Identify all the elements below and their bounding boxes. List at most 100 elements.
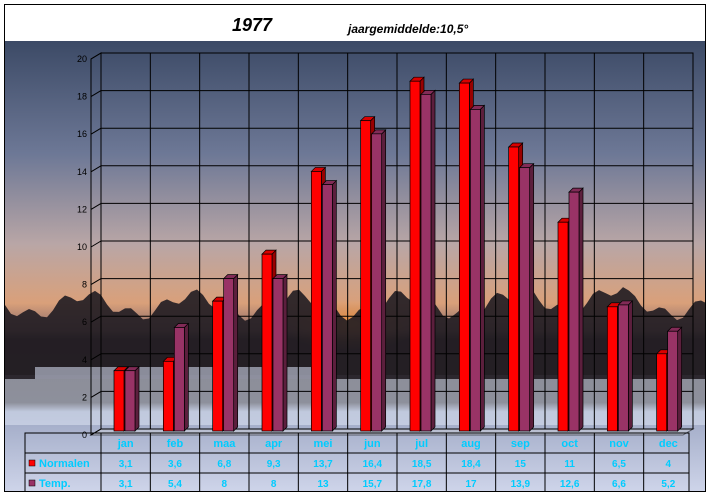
data-label: 13 [317,479,329,490]
gridline-wall [90,127,102,135]
bar-side [233,273,239,432]
bar-front [261,253,273,432]
y-tick-label: 10 [77,242,87,252]
data-label: 13,9 [511,479,531,490]
gridline-wall [90,390,102,398]
data-label: 3,6 [168,459,182,470]
data-label: 6,8 [217,459,231,470]
bar-front [617,304,629,432]
chart-svg: 0 2 4 6 8 10 12 14 16 18 20 jan feb maa apr mei jun jul a… [5,41,705,491]
data-label: 5,4 [168,479,182,490]
snow-field [5,379,705,425]
bar-front [420,94,432,432]
gridline-wall [90,240,102,248]
bar-temp-sep [518,162,535,432]
bar-front [223,278,235,432]
x-tick-label-mei: mei [314,438,333,450]
bar-side [282,273,288,432]
bar-front [469,109,481,432]
data-label: 17,8 [412,479,432,490]
gridline-wall [90,165,102,173]
bar-side [627,300,633,432]
bar-side [134,365,140,432]
y-tick-label: 18 [77,92,87,102]
bar-side [529,162,535,432]
x-tick-label-maa: maa [213,438,236,450]
bar-side [381,128,387,432]
bar-front [173,327,185,432]
legend-swatch-1 [28,479,36,487]
data-label: 8 [222,479,228,490]
data-label: 17 [465,479,477,490]
bar-temp-jan [124,365,140,432]
gridline-wall [90,90,102,98]
bar-temp-mei [321,179,338,432]
bar-front [321,184,333,432]
x-tick-label-apr: apr [265,438,283,450]
bar-side [430,89,436,432]
gridline-wall [90,315,102,323]
chart-subtitle: jaargemiddelde:10,5° [348,22,469,36]
data-label: 5,2 [661,479,675,490]
bar-temp-feb [173,322,190,432]
data-label: 6,6 [612,479,626,490]
data-label: 12,6 [560,479,580,490]
y-tick-label: 4 [82,355,87,365]
x-tick-label-nov: nov [609,438,629,450]
data-label: 8 [271,479,277,490]
x-tick-label-feb: feb [167,438,184,450]
bar-front [656,353,668,432]
y-tick-label: 8 [82,280,87,290]
legend-label-1: Temp. [39,478,71,490]
chart-frame: 1977 jaargemiddelde:10,5° 0 2 4 6 8 10 1 [4,4,706,492]
data-label: 11 [564,459,575,470]
x-tick-label-jun: jun [363,438,381,450]
data-label: 3,1 [119,459,133,470]
bar-side [183,322,189,432]
y-tick-label: 20 [77,54,87,64]
bar-front [458,82,470,432]
x-tick-label-jul: jul [414,438,428,450]
gridline-wall [90,278,102,286]
bar-front [371,133,383,432]
data-label: 18,4 [461,459,481,470]
bar-temp-nov [617,300,634,432]
x-tick-label-jan: jan [117,438,134,450]
data-label: 4 [666,459,672,470]
bar-temp-jun [370,128,387,432]
x-tick-label-aug: aug [461,438,481,450]
bar-front [124,370,136,432]
bar-side [578,187,584,432]
data-label: 15 [515,459,527,470]
data-label: 3,1 [119,479,133,490]
chart-title: 1977 [232,15,273,35]
bar-temp-dec [666,326,683,432]
y-tick-label: 6 [82,317,87,327]
data-label: 13,7 [313,459,333,470]
bar-front [409,80,421,432]
bar-front [568,191,580,432]
bar-temp-oct [568,187,584,432]
data-label: 9,3 [267,459,281,470]
legend-swatch-0 [28,459,36,467]
y-tick-label: 14 [77,167,87,177]
bar-front [519,167,531,432]
x-tick-label-sep: sep [511,438,530,450]
bar-front [606,306,618,432]
bar-front [272,278,284,432]
bar-front [162,360,174,432]
bar-side [677,326,683,432]
bar-front [310,171,322,432]
gridline-wall [90,353,102,361]
bar-side [331,179,337,432]
y-tick-label: 16 [77,129,87,139]
data-label: 18,5 [412,459,432,470]
data-label: 15,7 [363,479,383,490]
bar-temp-apr [272,273,288,432]
bar-front [508,146,520,432]
data-label: 6,5 [612,459,626,470]
bar-temp-aug [469,104,486,432]
y-tick-label: 0 [82,430,87,440]
bar-side [479,104,485,432]
bar-front [360,120,372,432]
